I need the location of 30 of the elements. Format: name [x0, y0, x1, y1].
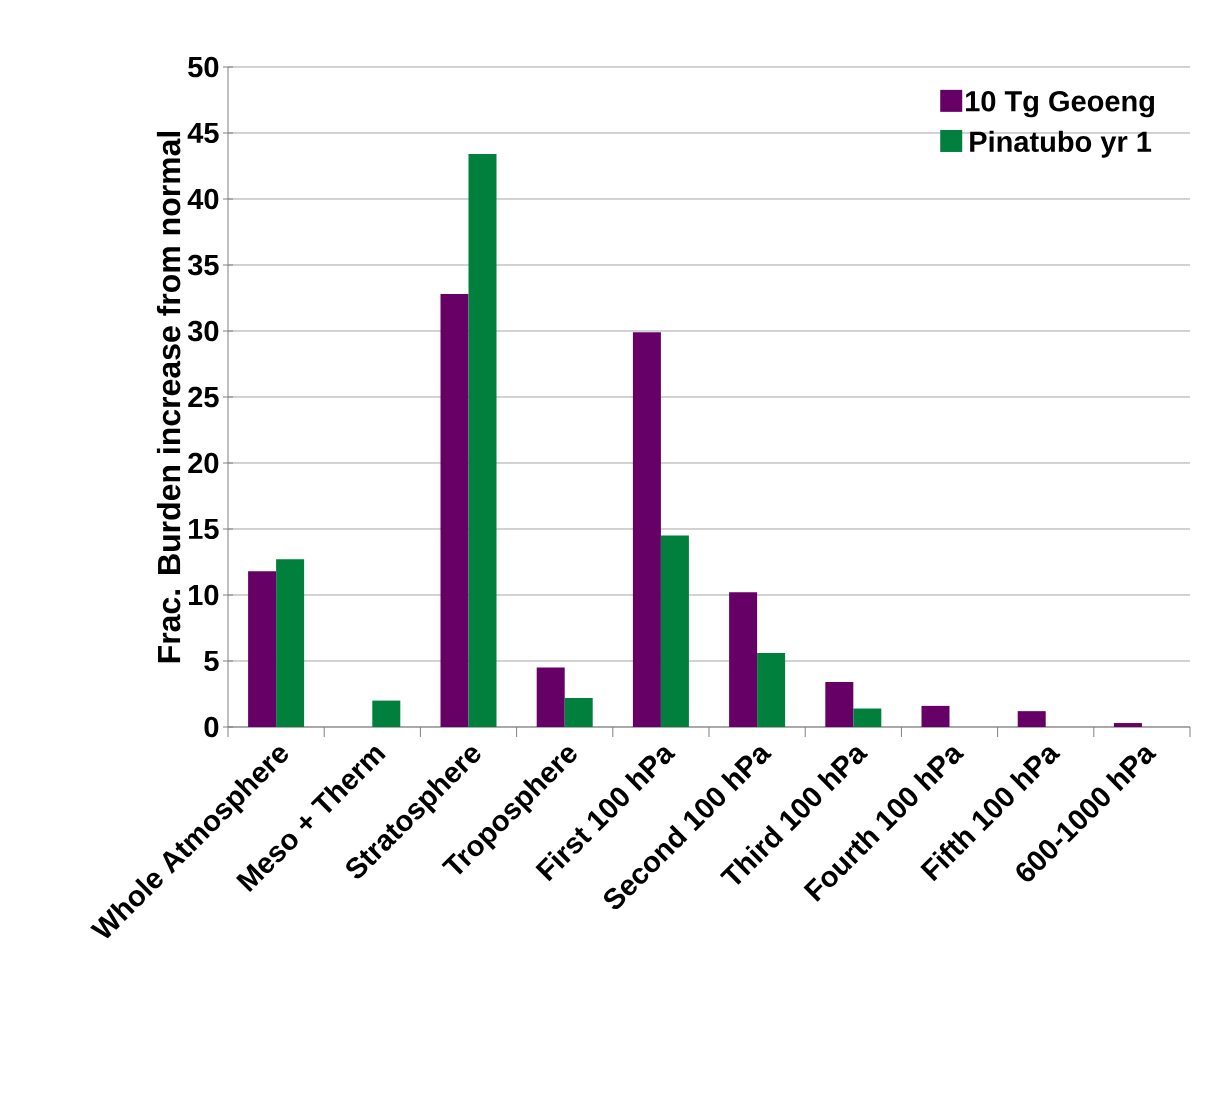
bar: [729, 592, 758, 727]
y-tick-label: 40: [187, 188, 219, 210]
bar: [276, 559, 305, 727]
bar: [825, 682, 854, 727]
bar: [1017, 711, 1046, 727]
bar: [921, 705, 950, 727]
bar: [1113, 723, 1142, 727]
y-tick-label: 20: [188, 452, 219, 474]
y-tick-label: 50: [188, 56, 219, 78]
bar: [632, 332, 661, 727]
y-tick-label: 30: [187, 320, 219, 342]
bar: [468, 154, 497, 727]
bar: [660, 535, 689, 727]
legend-label: Pinatubo yr 1: [970, 130, 1152, 158]
y-tick-label: 0: [204, 716, 219, 738]
bar: [853, 708, 882, 727]
bar: [248, 571, 277, 727]
y-tick-label: 15: [189, 518, 219, 540]
bar: [757, 653, 786, 727]
bar: [440, 294, 469, 727]
y-tick-label: 5: [204, 650, 219, 672]
bar: [536, 667, 565, 727]
y-tick-label: 35: [187, 254, 219, 276]
y-tick-label: 10: [189, 584, 219, 606]
bar: [372, 700, 401, 727]
y-axis-title: Frac. Burden increase from normal: [156, 131, 181, 663]
y-tick-label: 25: [188, 386, 219, 408]
bar: [564, 697, 593, 727]
legend-label: 10 Tg Geoeng: [966, 90, 1155, 118]
y-tick-label: 45: [187, 122, 219, 144]
